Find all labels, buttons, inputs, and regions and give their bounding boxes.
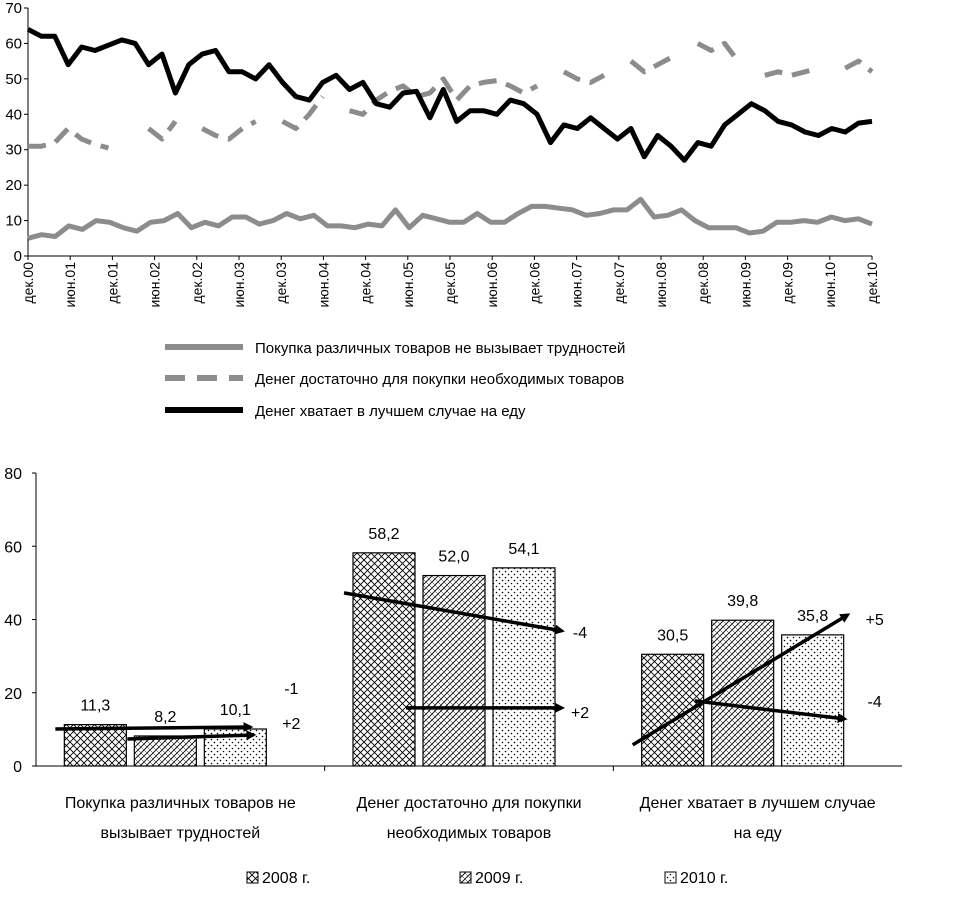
- bar-change-label: -1: [284, 681, 298, 698]
- line-x-tick-label: июн.06: [484, 262, 500, 308]
- bar-y-tick-label: 60: [4, 539, 22, 556]
- bar-3-3: [781, 634, 845, 767]
- line-x-tick-label: дек.09: [780, 262, 796, 304]
- bar-category-label: Покупка различных товаров не: [65, 795, 296, 812]
- bar-change-label: -4: [868, 694, 882, 711]
- line-legend-label-3: Денег хватает в лучшем случае на еду: [255, 403, 526, 420]
- line-chart-legend: Покупка различных товаров не вызывает тр…: [165, 340, 625, 420]
- line-x-tick-label: июн.01: [62, 262, 78, 308]
- bar-legend-label-2: 2009 г.: [475, 870, 523, 887]
- line-x-tick-label: дек.08: [695, 262, 711, 304]
- line-y-tick-label: 0: [14, 248, 22, 265]
- bar-data-label: 11,3: [80, 698, 110, 715]
- line-series-1: [27, 196, 873, 241]
- bar-data-label: 58,2: [368, 526, 399, 543]
- bar-change-arrow: [694, 699, 848, 724]
- line-x-tick-label: дек.00: [20, 262, 36, 304]
- line-legend-label-2: Денег достаточно для покупки необходимых…: [255, 371, 624, 388]
- bar-data-label: 10,1: [220, 702, 251, 719]
- line-y-tick-label: 20: [5, 177, 22, 194]
- line-x-tick-label: дек.06: [526, 262, 542, 304]
- line-x-tick-label: июн.03: [231, 262, 247, 308]
- line-x-tick-label: июн.10: [822, 262, 838, 308]
- line-x-tick-label: дек.10: [864, 262, 880, 304]
- bar-y-tick-label: 80: [4, 466, 22, 483]
- bar-change-arrow: [127, 730, 257, 741]
- bar-change-label: -4: [573, 625, 587, 642]
- bar-2-2: [422, 574, 486, 767]
- bar-change-arrow: [631, 613, 851, 747]
- line-x-tick-label: июн.02: [147, 262, 163, 308]
- bar-1-1: [63, 724, 127, 767]
- bar-change-label: +2: [282, 716, 300, 733]
- bar-legend-swatch-3: [664, 871, 677, 884]
- bar-chart-legend: 2008 г. 2009 г. 2010 г.: [246, 870, 728, 887]
- bar-category-label: необходимых товаров: [387, 825, 551, 842]
- line-x-tick-label: дек.02: [189, 262, 205, 304]
- line-y-tick-label: 50: [5, 71, 22, 88]
- bar-y-tick-label: 20: [4, 686, 22, 703]
- bar-legend-swatch-2: [459, 871, 472, 884]
- bar-3-1: [641, 653, 705, 767]
- bar-data-label: 30,5: [657, 627, 688, 644]
- line-x-tick-label: дек.05: [442, 262, 458, 304]
- line-x-tick-label: дек.07: [611, 262, 627, 304]
- line-series-2: [28, 40, 874, 151]
- bar-data-label: 39,8: [727, 593, 758, 610]
- line-y-tick-label: 30: [5, 142, 22, 159]
- bar-chart: 0 20 40 60 80 11,3 8,2 10,1 Покупка различных то…: [4, 466, 902, 842]
- bar-y-tick-label: 40: [4, 613, 22, 630]
- line-x-tick-label: июн.04: [315, 262, 331, 308]
- line-y-tick-label: 40: [5, 106, 22, 123]
- line-x-tick-label: дек.03: [273, 262, 289, 304]
- bar-data-label: 8,2: [154, 709, 176, 726]
- bar-category-label: Денег хватает в лучшем случае: [640, 795, 876, 812]
- line-x-tick-label: дек.04: [358, 262, 374, 304]
- line-y-tick-label: 70: [5, 0, 22, 17]
- bar-legend-swatch-1: [246, 871, 259, 884]
- bar-category-label: вызывает трудностей: [100, 825, 260, 842]
- line-y-tick-label: 10: [5, 213, 22, 230]
- bar-2-1: [352, 552, 416, 767]
- bar-change-arrow: [55, 722, 254, 733]
- bar-data-label: 54,1: [508, 541, 539, 558]
- bar-3-2: [711, 619, 775, 767]
- bar-change-label: +2: [571, 705, 589, 722]
- bar-category-label: Денег достаточно для покупки: [356, 795, 581, 812]
- bar-data-label: 35,8: [797, 608, 828, 625]
- bar-2-3: [492, 567, 556, 767]
- bar-legend-label-3: 2010 г.: [680, 870, 728, 887]
- line-series-3: [26, 27, 873, 163]
- line-x-tick-label: июн.07: [569, 262, 585, 308]
- bar-y-tick-label: 0: [13, 759, 22, 776]
- line-x-tick-label: июн.05: [400, 262, 416, 308]
- bar-data-label: 52,0: [438, 549, 469, 566]
- line-x-tick-label: июн.08: [653, 262, 669, 308]
- bar-change-label: +5: [866, 612, 884, 629]
- line-chart: 0 10 20 30 40 50 60 70 дек.00 июн.01 дек.01 июн.02 д…: [5, 0, 880, 308]
- bar-legend-label-1: 2008 г.: [262, 870, 310, 887]
- line-x-tick-label: июн.09: [737, 262, 753, 308]
- bar-category-label: на еду: [734, 825, 782, 842]
- line-y-tick-label: 60: [5, 35, 22, 52]
- line-legend-label-1: Покупка различных товаров не вызывает тр…: [255, 340, 625, 357]
- line-x-tick-label: дек.01: [104, 262, 120, 304]
- bar-change-arrow: [343, 591, 565, 635]
- bar-1-2: [133, 735, 197, 767]
